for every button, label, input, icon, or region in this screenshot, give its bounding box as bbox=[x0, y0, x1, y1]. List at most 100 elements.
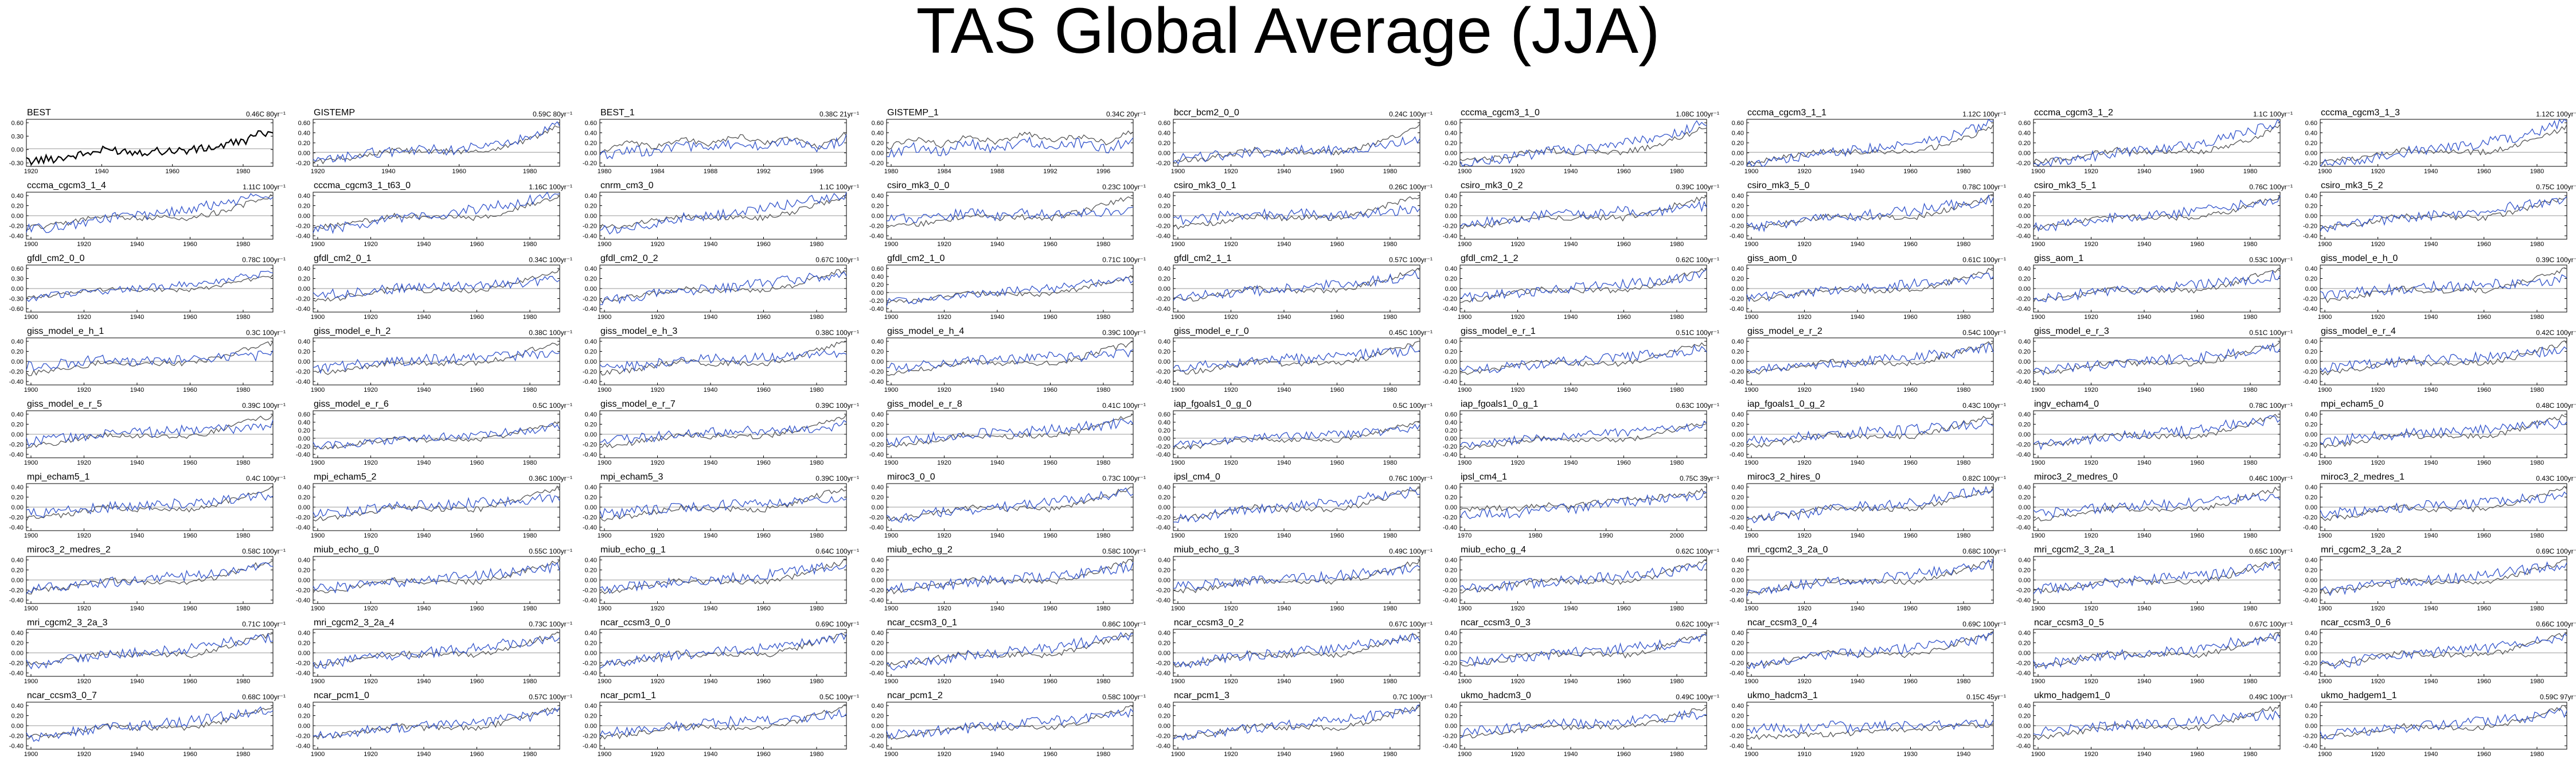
observed-series-line bbox=[1746, 486, 1994, 521]
y-tick-label: 0.20 bbox=[1732, 140, 1744, 147]
x-tick-label: 1980 bbox=[2530, 314, 2544, 321]
model-series-line bbox=[26, 419, 274, 447]
x-tick-label: 1920 bbox=[1224, 314, 1238, 321]
chart-panel: miroc3_0_0 0.73C 100yr⁻¹ 0.40 0.20 0.00 -0.20… bbox=[869, 472, 1155, 539]
panel-title: giss_model_e_r_8 bbox=[887, 399, 962, 409]
y-tick-label: 0.20 bbox=[1158, 494, 1170, 501]
x-tick-label: 1960 bbox=[1330, 387, 1344, 394]
panel-trend-label: 1.16C 100yr⁻¹ bbox=[529, 183, 572, 191]
x-tick-label: 1910 bbox=[1797, 751, 1811, 758]
panel-trend-label: 0.49C 100yr⁻¹ bbox=[2249, 693, 2293, 701]
y-tick-label: 0.40 bbox=[2305, 557, 2317, 564]
chart-panel: bccr_bcm2_0_0 0.24C 100yr⁻¹ 0.60 0.40 0.20 0.… bbox=[1156, 108, 1442, 175]
chart-panel: GISTEMP_1 0.34C 20yr⁻¹ 0.60 0.40 0.20 0.00 -0.… bbox=[869, 108, 1155, 175]
y-tick-label: 0.40 bbox=[1732, 193, 1744, 200]
x-tick-label: 2000 bbox=[1670, 532, 1684, 539]
x-tick-label: 1980 bbox=[1957, 387, 1970, 394]
x-tick-label: 1980 bbox=[523, 168, 537, 175]
x-tick-label: 1960 bbox=[2477, 605, 2491, 612]
x-tick-label: 1940 bbox=[130, 532, 144, 539]
x-tick-label: 1980 bbox=[2530, 387, 2544, 394]
panel-trend-label: 0.69C 100yr⁻¹ bbox=[2536, 547, 2576, 555]
x-tick-label: 1940 bbox=[990, 532, 1004, 539]
y-tick-label: -0.20 bbox=[2303, 369, 2317, 376]
y-tick-label: 0.20 bbox=[2019, 494, 2031, 501]
y-tick-label: 0.00 bbox=[1445, 577, 1457, 584]
x-tick-label: 1940 bbox=[1277, 751, 1291, 758]
x-tick-label: 1940 bbox=[417, 751, 431, 758]
x-tick-label: 1980 bbox=[1957, 314, 1970, 321]
x-tick-label: 1920 bbox=[1797, 532, 1811, 539]
x-tick-label: 1996 bbox=[810, 168, 823, 175]
x-tick-label: 1980 bbox=[2530, 605, 2544, 612]
y-tick-label: 0.40 bbox=[2019, 557, 2031, 564]
plot-frame bbox=[313, 410, 560, 458]
y-tick-label: -0.40 bbox=[9, 379, 24, 386]
y-tick-label: 0.00 bbox=[872, 150, 884, 157]
x-tick-label: 1920 bbox=[1797, 387, 1811, 394]
chart-panel: ncar_ccsm3_0_2 0.67C 100yr⁻¹ 0.40 0.20 0.00 -… bbox=[1156, 618, 1442, 685]
y-tick-label: 0.20 bbox=[11, 640, 24, 647]
y-tick-label: 0.40 bbox=[1158, 484, 1170, 491]
y-tick-label: 0.20 bbox=[11, 494, 24, 501]
y-tick-label: -0.20 bbox=[296, 160, 310, 167]
x-tick-label: 1960 bbox=[2190, 241, 2204, 248]
panel-trend-label: 0.38C 21yr⁻¹ bbox=[819, 110, 859, 118]
chart-panel: csiro_mk3_5_1 0.76C 100yr⁻¹ 0.40 0.20 0.00 -0… bbox=[2016, 181, 2302, 248]
y-tick-label: -0.20 bbox=[2303, 733, 2317, 740]
y-tick-label: 0.40 bbox=[1445, 557, 1457, 564]
y-tick-label: -0.20 bbox=[296, 296, 310, 303]
x-tick-label: 1960 bbox=[1903, 314, 1917, 321]
chart-panel: ncar_pcm1_0 0.57C 100yr⁻¹ 0.40 0.20 0.00 -0.2… bbox=[296, 691, 581, 758]
observed-series-line bbox=[1459, 195, 1707, 229]
model-series-line bbox=[886, 276, 1134, 307]
panel-title: ncar_ccsm3_0_0 bbox=[600, 618, 670, 628]
x-tick-label: 1930 bbox=[1903, 751, 1917, 758]
x-tick-label: 1920 bbox=[1224, 605, 1238, 612]
x-tick-label: 1960 bbox=[183, 314, 197, 321]
chart-panel: csiro_mk3_0_1 0.26C 100yr⁻¹ 0.40 0.20 0.00 -0… bbox=[1156, 181, 1442, 248]
x-tick-label: 1900 bbox=[2031, 605, 2045, 612]
model-series-line bbox=[313, 349, 560, 375]
x-tick-label: 1920 bbox=[1224, 387, 1238, 394]
panel-title: cnrm_cm3_0 bbox=[600, 181, 654, 190]
x-tick-label: 1940 bbox=[1277, 460, 1291, 466]
x-tick-label: 1940 bbox=[130, 751, 144, 758]
x-tick-label: 1940 bbox=[2137, 168, 2151, 175]
y-tick-label: 0.00 bbox=[2019, 577, 2031, 584]
y-tick-label: 0.20 bbox=[1158, 349, 1170, 356]
chart-panel: miroc3_2_medres_1 0.43C 100yr⁻¹ 0.40 0.20 0.… bbox=[2303, 472, 2576, 539]
x-tick-label: 1960 bbox=[2477, 241, 2491, 248]
panel-trend-label: 0.57C 100yr⁻¹ bbox=[1389, 256, 1433, 264]
x-tick-label: 1920 bbox=[1224, 751, 1238, 758]
x-tick-label: 1920 bbox=[364, 460, 377, 466]
x-tick-label: 1980 bbox=[1096, 314, 1110, 321]
x-tick-label: 1900 bbox=[24, 241, 38, 248]
y-tick-label: -0.20 bbox=[296, 223, 310, 230]
x-tick-label: 1940 bbox=[990, 605, 1004, 612]
y-tick-label: -0.20 bbox=[583, 160, 597, 167]
x-tick-label: 1920 bbox=[2371, 387, 2384, 394]
x-tick-label: 1980 bbox=[1383, 678, 1397, 685]
x-tick-label: 1980 bbox=[2243, 387, 2257, 394]
x-tick-label: 1980 bbox=[2243, 460, 2257, 466]
y-tick-label: 0.60 bbox=[872, 266, 884, 272]
model-series-line bbox=[1746, 558, 1994, 597]
x-tick-label: 1900 bbox=[598, 241, 611, 248]
y-tick-label: 0.20 bbox=[11, 422, 24, 429]
x-tick-label: 1980 bbox=[1957, 532, 1970, 539]
chart-panel: ipsl_cm4_0 0.76C 100yr⁻¹ 0.40 0.20 0.00 -0.20… bbox=[1156, 472, 1442, 539]
panel-title: mri_cgcm2_3_2a_1 bbox=[2034, 545, 2115, 555]
y-tick-label: 0.40 bbox=[2305, 130, 2317, 137]
y-tick-label: -0.40 bbox=[1730, 306, 1744, 313]
x-tick-label: 1940 bbox=[1564, 241, 1578, 248]
page-title: TAS Global Average (JJA) bbox=[916, 0, 1660, 67]
model-series-line bbox=[886, 708, 1134, 739]
x-tick-label: 1920 bbox=[2371, 532, 2384, 539]
